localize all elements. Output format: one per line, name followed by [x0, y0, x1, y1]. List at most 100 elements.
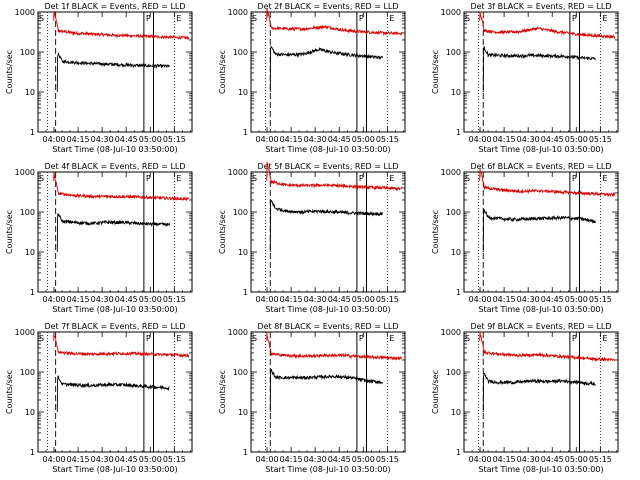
y-tick-label: 1000 — [15, 168, 35, 177]
x-tick-label: 04:30 — [517, 455, 540, 464]
plot-frame — [463, 11, 619, 133]
series-events-line — [56, 213, 170, 253]
series-events-line — [56, 375, 170, 413]
y-tick-label: 10 — [238, 248, 248, 257]
y-axis-label: Counts/sec — [5, 50, 14, 94]
series-lld-line — [53, 331, 190, 359]
x-tick-label: 05:00 — [352, 455, 375, 464]
x-axis-label: Start Time (08-Jul-10 03:50:00) — [52, 145, 177, 154]
x-tick-label: 05:15 — [589, 135, 612, 144]
y-axis-label: Counts/sec — [5, 370, 14, 414]
panel-title: Det 1f BLACK = Events, RED = LLD — [44, 2, 185, 11]
marker-s: S — [252, 334, 257, 343]
series-events-line — [56, 52, 170, 93]
y-tick-label: 1000 — [441, 168, 461, 177]
y-tick-label: 100 — [233, 208, 248, 217]
x-tick-label: 04:00 — [256, 455, 279, 464]
x-tick-label: 04:45 — [328, 455, 351, 464]
x-tick-label: 05:00 — [139, 295, 162, 304]
marker-s: S — [252, 174, 257, 183]
plot-frame — [37, 171, 193, 293]
y-tick-label: 1 — [243, 288, 248, 297]
x-tick-label: 04:00 — [43, 295, 66, 304]
marker-e: E — [389, 334, 394, 343]
series-lld-line — [479, 331, 616, 363]
panel-title: Det 4f BLACK = Events, RED = LLD — [44, 162, 185, 171]
series-events-line — [269, 199, 383, 253]
x-tick-label: 05:00 — [139, 455, 162, 464]
marker-p: P — [572, 174, 577, 183]
marker-p: P — [146, 174, 151, 183]
y-axis-label: Counts/sec — [218, 370, 227, 414]
marker-s: S — [39, 334, 44, 343]
y-tick-label: 10 — [238, 408, 248, 417]
x-tick-label: 04:00 — [43, 135, 66, 144]
y-tick-label: 1000 — [228, 8, 248, 17]
marker-e: E — [602, 174, 607, 183]
y-tick-label: 10 — [238, 88, 248, 97]
series-events-line — [482, 372, 596, 413]
x-tick-label: 04:15 — [280, 295, 303, 304]
y-tick-label: 1000 — [441, 328, 461, 337]
marker-e: E — [602, 334, 607, 343]
x-tick-label: 04:00 — [469, 135, 492, 144]
series-lld-line — [479, 169, 616, 198]
x-axis-label: Start Time (08-Jul-10 03:50:00) — [265, 305, 390, 314]
x-tick-label: 05:15 — [376, 295, 399, 304]
x-axis-label: Start Time (08-Jul-10 03:50:00) — [265, 145, 390, 154]
x-tick-label: 04:30 — [91, 295, 114, 304]
panel-det-2f: Det 2f BLACK = Events, RED = LLD 1 10 100 10… — [218, 2, 406, 154]
series-events-line — [269, 44, 383, 93]
x-tick-label: 04:30 — [304, 135, 327, 144]
marker-s: S — [39, 14, 44, 23]
x-tick-label: 05:15 — [376, 135, 399, 144]
plot-frame — [250, 171, 406, 293]
y-tick-label: 1 — [30, 448, 35, 457]
x-tick-label: 05:00 — [352, 295, 375, 304]
y-tick-label: 1 — [243, 128, 248, 137]
x-tick-label: 05:15 — [589, 455, 612, 464]
marker-p: P — [146, 334, 151, 343]
x-tick-label: 05:00 — [352, 135, 375, 144]
y-tick-label: 100 — [446, 208, 461, 217]
y-tick-label: 1 — [30, 288, 35, 297]
x-tick-label: 05:15 — [589, 295, 612, 304]
y-tick-label: 1000 — [441, 8, 461, 17]
y-tick-label: 100 — [20, 48, 35, 57]
panel-det-8f: Det 8f BLACK = Events, RED = LLD 1 10 100 10… — [218, 322, 406, 474]
marker-p: P — [359, 14, 364, 23]
y-tick-label: 1 — [456, 128, 461, 137]
y-tick-label: 1 — [30, 128, 35, 137]
x-tick-label: 04:15 — [493, 135, 516, 144]
panel-title: Det 7f BLACK = Events, RED = LLD — [44, 322, 185, 331]
x-tick-label: 05:15 — [163, 135, 186, 144]
x-tick-label: 04:45 — [541, 455, 564, 464]
x-tick-label: 04:30 — [517, 135, 540, 144]
x-tick-label: 04:00 — [469, 455, 492, 464]
x-tick-label: 04:45 — [115, 295, 138, 304]
panel-title: Det 9f BLACK = Events, RED = LLD — [470, 322, 611, 331]
y-tick-label: 100 — [233, 48, 248, 57]
x-tick-label: 04:15 — [493, 295, 516, 304]
y-tick-label: 1 — [456, 448, 461, 457]
x-axis-label: Start Time (08-Jul-10 03:50:00) — [478, 305, 603, 314]
x-tick-label: 05:00 — [565, 295, 588, 304]
y-tick-label: 100 — [446, 368, 461, 377]
x-axis-label: Start Time (08-Jul-10 03:50:00) — [52, 305, 177, 314]
marker-e: E — [176, 334, 181, 343]
panel-det-1f: Det 1f BLACK = Events, RED = LLD 1 10 100 10… — [5, 2, 193, 154]
y-tick-label: 10 — [25, 88, 35, 97]
x-tick-label: 05:15 — [163, 295, 186, 304]
panel-det-9f: Det 9f BLACK = Events, RED = LLD 1 10 100 10… — [431, 322, 619, 474]
x-tick-label: 05:15 — [376, 455, 399, 464]
series-events-line — [482, 208, 596, 253]
plot-frame — [37, 11, 193, 133]
x-tick-label: 04:15 — [280, 135, 303, 144]
marker-p: P — [572, 334, 577, 343]
series-lld-line — [266, 331, 403, 361]
series-lld-line — [266, 161, 403, 192]
plot-frame — [463, 171, 619, 293]
plot-frame — [250, 331, 406, 453]
marker-s: S — [465, 14, 470, 23]
